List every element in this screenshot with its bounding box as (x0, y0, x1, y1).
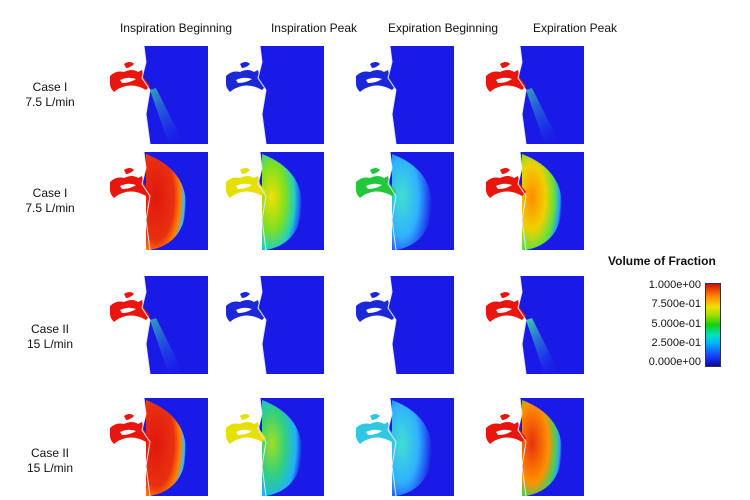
airway-cavity (366, 307, 382, 313)
domain-region (142, 46, 208, 144)
airway-cavity (120, 429, 136, 435)
column-header-inspiration-peak: Inspiration Peak (270, 21, 358, 35)
airway-cavity (496, 429, 512, 435)
airway-cavity (236, 77, 252, 83)
airway-cavity (120, 307, 136, 313)
contour-plot (356, 275, 454, 375)
legend-tick: 5.000e-01 (651, 318, 701, 330)
simulation-panel (226, 274, 356, 376)
column-header-expiration-beginning: Expiration Beginning (387, 21, 499, 35)
simulation-panel (226, 44, 356, 146)
row-case: Case II (30, 446, 69, 460)
face-profile (141, 397, 151, 497)
simulation-panel (486, 274, 616, 376)
airway-cavity (236, 307, 252, 313)
contour-plot (110, 397, 208, 497)
contour-plot (226, 275, 324, 375)
face-profile (141, 275, 151, 375)
contour-plot (110, 151, 208, 251)
contour-plot (110, 45, 208, 145)
simulation-panel (356, 396, 486, 498)
face-profile (141, 45, 151, 145)
airway-cavity (366, 77, 382, 83)
domain-region (388, 46, 454, 144)
legend-tick: 7.500e-01 (651, 298, 701, 310)
legend-tick: 0.000e+00 (648, 356, 701, 368)
simulation-panel (356, 44, 486, 146)
face-profile (257, 275, 267, 375)
row-case: Case I (32, 186, 68, 200)
contour-plot (110, 275, 208, 375)
column-header-expiration-peak: Expiration Peak (532, 21, 618, 35)
domain-region (142, 276, 208, 374)
domain-region (518, 276, 584, 374)
airway-cavity (366, 183, 382, 189)
face-profile (387, 397, 397, 497)
domain-region (258, 46, 324, 144)
face-profile (387, 275, 397, 375)
row-flow: 7.5 L/min (25, 201, 75, 215)
simulation-panel (226, 396, 356, 498)
contour-plot (226, 45, 324, 145)
airway-cavity (236, 429, 252, 435)
simulation-panel (110, 150, 240, 252)
face-profile (517, 397, 527, 497)
face-profile (517, 45, 527, 145)
airway-cavity (236, 183, 252, 189)
airway-cavity (496, 77, 512, 83)
domain-region (258, 276, 324, 374)
row-flow: 15 L/min (26, 337, 74, 351)
contour-plot (486, 397, 584, 497)
contour-plot (486, 275, 584, 375)
simulation-panel (110, 274, 240, 376)
row-flow: 15 L/min (26, 461, 74, 475)
simulation-panel (486, 396, 616, 498)
legend-title: Volume of Fraction (608, 254, 716, 268)
contour-plot (486, 151, 584, 251)
airway-cavity (120, 77, 136, 83)
column-header-inspiration-beginning: Inspiration Beginning (119, 21, 233, 35)
simulation-panel (486, 44, 616, 146)
domain-region (388, 276, 454, 374)
face-profile (257, 397, 267, 497)
simulation-panel (110, 396, 240, 498)
airway-cavity (366, 429, 382, 435)
face-profile (387, 45, 397, 145)
face-profile (517, 275, 527, 375)
face-profile (141, 151, 151, 251)
row-label-4: Case II 15 L/min (8, 446, 92, 476)
contour-plot (486, 45, 584, 145)
row-label-2: Case I 7.5 L/min (8, 186, 92, 216)
row-case: Case I (32, 80, 68, 94)
row-label-3: Case II 15 L/min (8, 322, 92, 352)
simulation-panel (356, 150, 486, 252)
simulation-panel (486, 150, 616, 252)
face-profile (257, 45, 267, 145)
contour-plot (226, 151, 324, 251)
airway-cavity (496, 307, 512, 313)
row-label-1: Case I 7.5 L/min (8, 80, 92, 110)
simulation-panel (226, 150, 356, 252)
row-flow: 7.5 L/min (25, 95, 75, 109)
face-profile (387, 151, 397, 251)
airway-cavity (120, 183, 136, 189)
legend-tick: 2.500e-01 (651, 337, 701, 349)
face-profile (517, 151, 527, 251)
simulation-panel (110, 44, 240, 146)
legend-tick: 1.000e+00 (648, 279, 701, 291)
colorbar (705, 283, 721, 367)
contour-plot (356, 151, 454, 251)
contour-plot (356, 397, 454, 497)
airway-cavity (496, 183, 512, 189)
simulation-panel (356, 274, 486, 376)
contour-plot (226, 397, 324, 497)
row-case: Case II (30, 322, 69, 336)
contour-plot (356, 45, 454, 145)
face-profile (257, 151, 267, 251)
domain-region (518, 46, 584, 144)
